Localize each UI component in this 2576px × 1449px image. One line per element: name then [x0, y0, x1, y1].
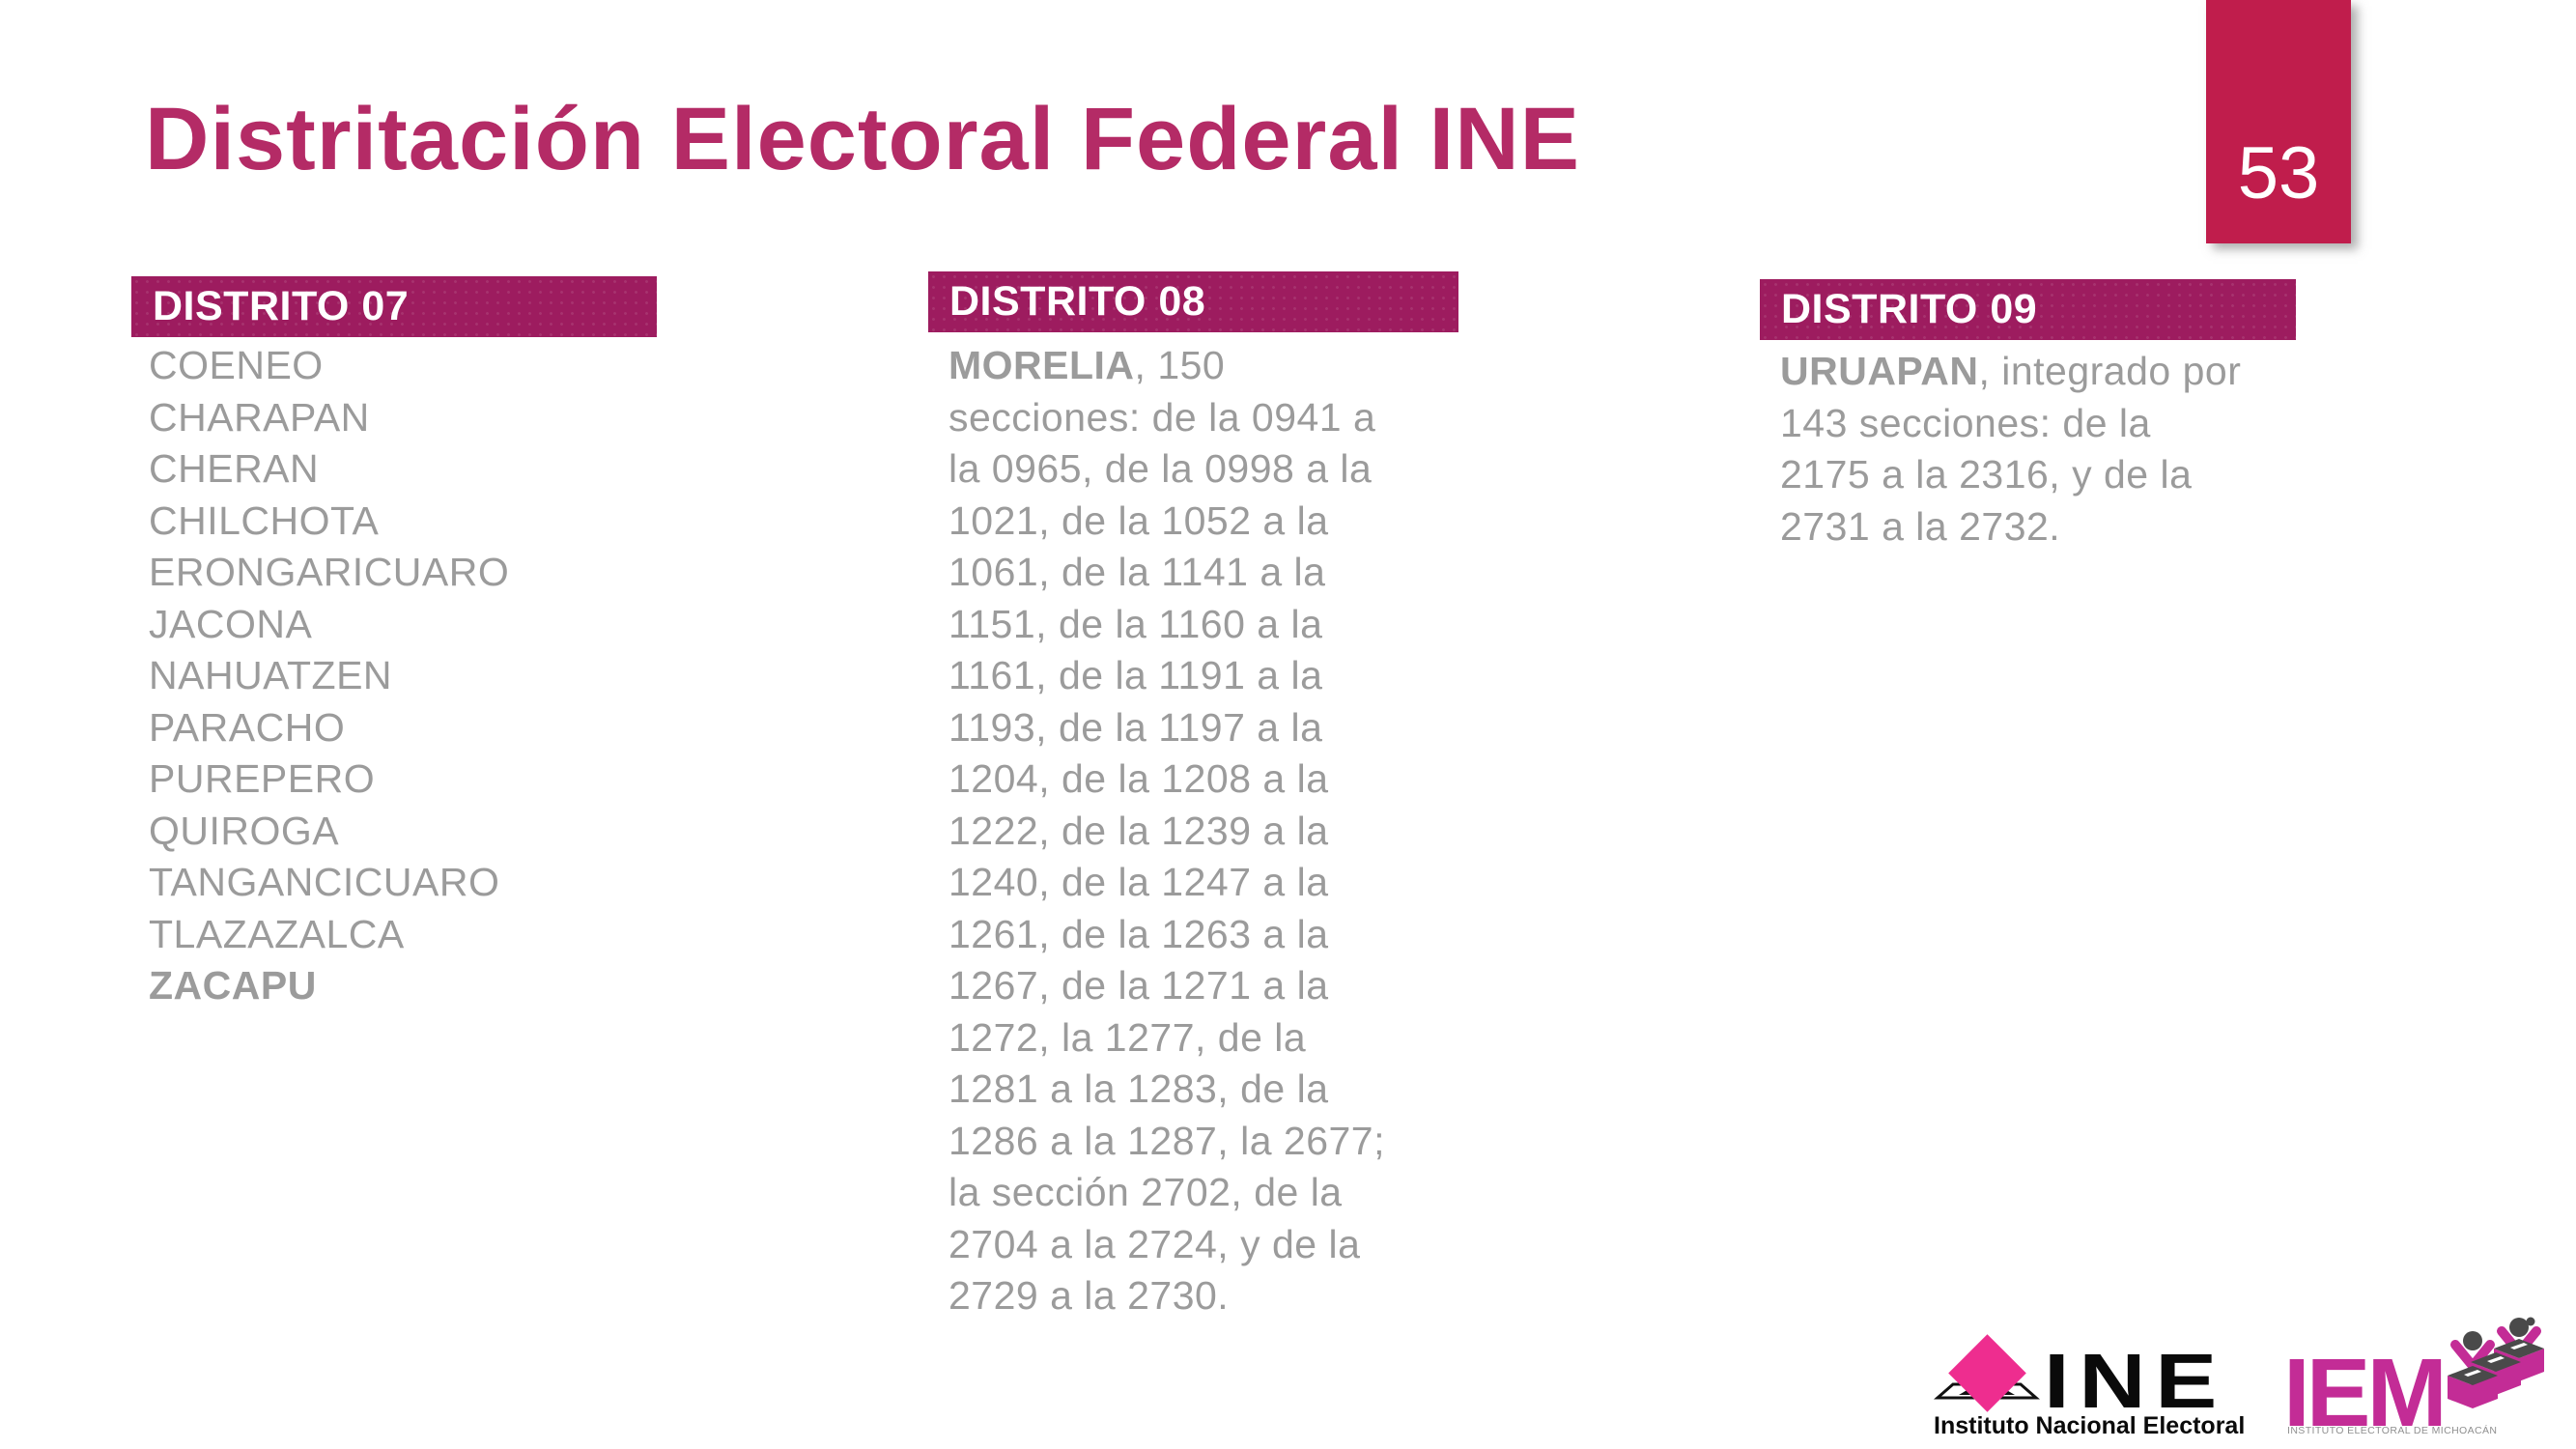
- district-07-header-bar: DISTRITO 07: [131, 276, 657, 337]
- municipality-item: CHILCHOTA: [149, 497, 380, 543]
- district-07-municipality-list: COENEO CHARAPAN CHERAN CHILCHOTA ERONGARICUA…: [149, 340, 509, 1012]
- municipality-item: COENEO: [149, 343, 324, 387]
- district-08-description: MORELIA, 150 secciones: de la 0941 a la …: [948, 340, 1547, 1322]
- page-title: Distritación Electoral Federal INE: [145, 90, 1581, 188]
- district-09-header-label: DISTRITO 09: [1781, 286, 2038, 332]
- district-09-header-bar: DISTRITO 09: [1760, 279, 2296, 340]
- municipality-item: JACONA: [149, 601, 313, 646]
- iem-logo-caption: INSTITUTO ELECTORAL DE MICHOACÁN: [2287, 1425, 2498, 1436]
- municipality-item: ZACAPU: [149, 963, 317, 1008]
- municipality-item: PUREPERO: [149, 756, 376, 801]
- district-09-municipality-name: URUAPAN: [1780, 349, 1979, 393]
- municipality-item: TLAZAZALCA: [149, 911, 405, 956]
- municipality-item: CHARAPAN: [149, 394, 370, 440]
- page-number-badge: 53: [2206, 0, 2351, 243]
- municipality-item: NAHUATZEN: [149, 653, 393, 697]
- district-07-header-label: DISTRITO 07: [153, 283, 410, 329]
- municipality-item: CHERAN: [149, 446, 320, 491]
- district-08-header-label: DISTRITO 08: [949, 278, 1206, 325]
- district-09-description: URUAPAN, integrado por 143 secciones: de…: [1780, 346, 2379, 553]
- page-number: 53: [2237, 132, 2320, 214]
- district-09-sections-text: , integrado por 143 secciones: de la 217…: [1780, 349, 2242, 549]
- municipality-item: ERONGARICUARO: [149, 550, 510, 594]
- municipality-item: TANGANCICUARO: [149, 860, 500, 904]
- district-08-sections-text: , 150 secciones: de la 0941 a la 0965, d…: [948, 343, 1385, 1318]
- iem-logo-text: IEM: [2283, 1339, 2448, 1447]
- district-08-header-bar: DISTRITO 08: [928, 271, 1458, 332]
- iem-people-ballot-boxes-icon: [2448, 1317, 2544, 1408]
- municipality-item: QUIROGA: [149, 808, 340, 853]
- municipality-item: PARACHO: [149, 704, 346, 750]
- ine-logo-caption: Instituto Nacional Electoral: [1934, 1412, 2246, 1439]
- district-08-municipality-name: MORELIA: [948, 343, 1135, 387]
- ine-logo-text: INE: [2044, 1338, 2226, 1424]
